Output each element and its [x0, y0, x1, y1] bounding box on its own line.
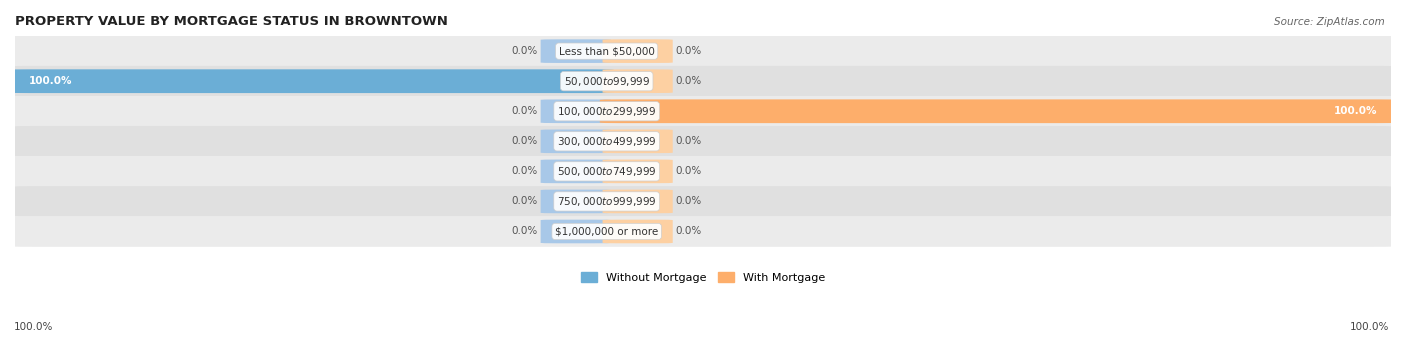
Text: 0.0%: 0.0% [675, 46, 702, 56]
FancyBboxPatch shape [1, 36, 1405, 66]
Text: 100.0%: 100.0% [1350, 323, 1389, 332]
FancyBboxPatch shape [1, 186, 1405, 217]
Text: $300,000 to $499,999: $300,000 to $499,999 [557, 135, 657, 148]
FancyBboxPatch shape [603, 130, 672, 153]
FancyBboxPatch shape [541, 220, 610, 243]
Text: 100.0%: 100.0% [14, 323, 53, 332]
FancyBboxPatch shape [1, 126, 1405, 157]
Text: $1,000,000 or more: $1,000,000 or more [555, 226, 658, 236]
Legend: Without Mortgage, With Mortgage: Without Mortgage, With Mortgage [576, 268, 830, 287]
FancyBboxPatch shape [603, 220, 672, 243]
FancyBboxPatch shape [1, 66, 1405, 97]
Text: 0.0%: 0.0% [675, 226, 702, 236]
FancyBboxPatch shape [1, 96, 1405, 127]
Text: 0.0%: 0.0% [675, 76, 702, 86]
Text: $500,000 to $749,999: $500,000 to $749,999 [557, 165, 657, 178]
FancyBboxPatch shape [603, 69, 672, 93]
Text: Source: ZipAtlas.com: Source: ZipAtlas.com [1274, 17, 1385, 27]
Text: PROPERTY VALUE BY MORTGAGE STATUS IN BROWNTOWN: PROPERTY VALUE BY MORTGAGE STATUS IN BRO… [15, 15, 449, 28]
FancyBboxPatch shape [603, 39, 672, 63]
FancyBboxPatch shape [1, 156, 1405, 187]
Text: $750,000 to $999,999: $750,000 to $999,999 [557, 195, 657, 208]
FancyBboxPatch shape [541, 100, 610, 123]
Text: $50,000 to $99,999: $50,000 to $99,999 [564, 75, 650, 88]
Text: $100,000 to $299,999: $100,000 to $299,999 [557, 105, 657, 118]
FancyBboxPatch shape [8, 69, 613, 93]
Text: 0.0%: 0.0% [512, 46, 538, 56]
Text: 100.0%: 100.0% [28, 76, 72, 86]
Text: 0.0%: 0.0% [675, 196, 702, 206]
Text: 0.0%: 0.0% [512, 196, 538, 206]
Text: 0.0%: 0.0% [675, 136, 702, 146]
Text: 0.0%: 0.0% [512, 106, 538, 116]
Text: Less than $50,000: Less than $50,000 [558, 46, 655, 56]
FancyBboxPatch shape [600, 99, 1398, 123]
Text: 0.0%: 0.0% [512, 226, 538, 236]
FancyBboxPatch shape [541, 190, 610, 213]
Text: 0.0%: 0.0% [512, 136, 538, 146]
FancyBboxPatch shape [541, 130, 610, 153]
Text: 0.0%: 0.0% [675, 166, 702, 176]
FancyBboxPatch shape [1, 216, 1405, 247]
FancyBboxPatch shape [541, 39, 610, 63]
FancyBboxPatch shape [603, 160, 672, 183]
Text: 0.0%: 0.0% [512, 166, 538, 176]
Text: 100.0%: 100.0% [1334, 106, 1378, 116]
FancyBboxPatch shape [541, 160, 610, 183]
FancyBboxPatch shape [603, 190, 672, 213]
